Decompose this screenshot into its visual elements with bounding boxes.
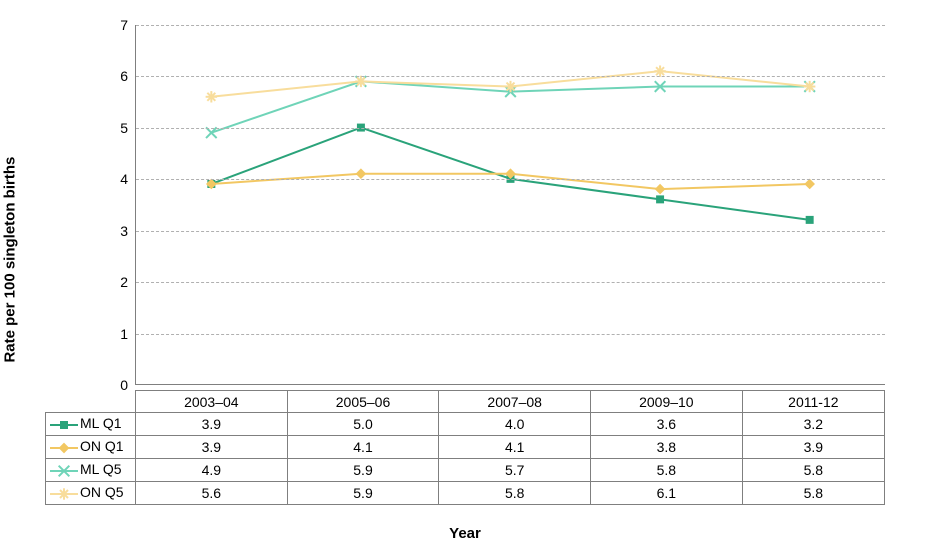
- table-cell: 3.8: [591, 435, 743, 458]
- y-tick-label: 4: [120, 171, 136, 187]
- legend-cell: ON Q5: [46, 481, 136, 504]
- table-cell: 5.7: [439, 458, 591, 481]
- table-cell: 5.6: [136, 481, 288, 504]
- legend-cell: ML Q5: [46, 458, 136, 481]
- legend-marker-icon: [50, 439, 78, 456]
- legend-marker-icon: [50, 484, 78, 501]
- data-table: 2003–042005–062007–082009–102011-12ML Q1…: [45, 390, 885, 505]
- x-axis-label: Year: [449, 525, 481, 542]
- series-name: ON Q1: [80, 438, 124, 454]
- table-cell: 5.0: [287, 413, 439, 436]
- plot-area: 012345672003–042005–062007–082009–102011…: [135, 25, 885, 385]
- gridline: [136, 76, 885, 77]
- y-tick-label: 5: [120, 120, 136, 136]
- table-header-cell: 2011-12: [742, 391, 884, 413]
- legend-marker-icon: [50, 416, 78, 433]
- legend-cell: ON Q1: [46, 435, 136, 458]
- table-cell: 3.9: [136, 435, 288, 458]
- table-header-cell: 2009–10: [591, 391, 743, 413]
- y-tick-label: 6: [120, 68, 136, 84]
- chart-lines: [136, 25, 885, 384]
- series-name: ML Q5: [80, 461, 122, 477]
- legend-cell: ML Q1: [46, 413, 136, 436]
- y-tick-label: 3: [120, 223, 136, 239]
- table-cell: 4.0: [439, 413, 591, 436]
- table-header-cell: 2005–06: [287, 391, 439, 413]
- series-name: ML Q1: [80, 415, 122, 431]
- gridline: [136, 128, 885, 129]
- table-row: ML Q54.95.95.75.85.8: [46, 458, 885, 481]
- gridline: [136, 25, 885, 26]
- table-header-cell: 2003–04: [136, 391, 288, 413]
- y-axis-label: Rate per 100 singleton births: [2, 157, 19, 363]
- chart-container: Rate per 100 singleton births Year 01234…: [20, 20, 910, 540]
- table-cell: 3.9: [136, 413, 288, 436]
- legend-marker-icon: [50, 462, 78, 479]
- table-cell: 3.2: [742, 413, 884, 436]
- table-row: ON Q13.94.14.13.83.9: [46, 435, 885, 458]
- gridline: [136, 231, 885, 232]
- table-header-cell: 2007–08: [439, 391, 591, 413]
- table-cell: 5.9: [287, 458, 439, 481]
- gridline: [136, 282, 885, 283]
- table-cell: 4.1: [287, 435, 439, 458]
- table-cell: 5.8: [591, 458, 743, 481]
- table-row: ON Q55.65.95.86.15.8: [46, 481, 885, 504]
- table-cell: 5.9: [287, 481, 439, 504]
- table-cell: 3.6: [591, 413, 743, 436]
- series-name: ON Q5: [80, 484, 124, 500]
- table-cell: 5.8: [742, 481, 884, 504]
- y-tick-label: 2: [120, 274, 136, 290]
- y-tick-label: 1: [120, 326, 136, 342]
- gridline: [136, 179, 885, 180]
- table-cell: 6.1: [591, 481, 743, 504]
- gridline: [136, 334, 885, 335]
- table-cell: 3.9: [742, 435, 884, 458]
- table-row: ML Q1 3.95.04.03.63.2: [46, 413, 885, 436]
- y-tick-label: 7: [120, 17, 136, 33]
- table-cell: 4.9: [136, 458, 288, 481]
- table-header-row: 2003–042005–062007–082009–102011-12: [46, 391, 885, 413]
- table-cell: 5.8: [742, 458, 884, 481]
- table-cell: 4.1: [439, 435, 591, 458]
- table-cell: 5.8: [439, 481, 591, 504]
